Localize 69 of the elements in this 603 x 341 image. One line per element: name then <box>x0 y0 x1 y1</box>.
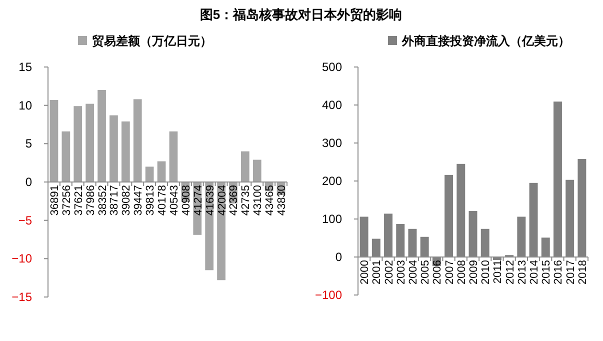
legend-label: 贸易差额（万亿日元） <box>92 34 212 48</box>
x-tick-label: 40543 <box>168 185 180 216</box>
bar <box>98 90 106 182</box>
bar <box>252 160 262 182</box>
y-tick-label: −5 <box>18 213 32 228</box>
y-tick-label: −10 <box>12 252 32 266</box>
bar <box>74 106 82 182</box>
x-tick-label: 2016 <box>552 260 565 284</box>
y-tick-label: 100 <box>322 212 342 226</box>
y-tick-label: 500 <box>322 60 342 74</box>
x-tick-label: 37621 <box>72 185 85 216</box>
y-tick-label: −15 <box>12 290 32 304</box>
x-tick-label: 2015 <box>540 260 553 284</box>
chart-title: 图5：福岛核事故对日本外贸的影响 <box>200 7 402 22</box>
bar <box>62 131 70 182</box>
x-tick-label: 38717 <box>108 185 121 216</box>
x-tick-label: 43465 <box>264 185 276 216</box>
bar <box>133 99 142 182</box>
x-tick-label: 2005 <box>420 260 432 284</box>
bar <box>169 131 178 182</box>
x-tick-label: 42735 <box>240 185 252 216</box>
bar <box>86 104 94 182</box>
x-tick-label: 2017 <box>564 260 577 284</box>
x-tick-label: 2008 <box>456 260 468 284</box>
x-tick-label: 39447 <box>132 185 145 216</box>
x-tick-label: 41639 <box>204 185 216 216</box>
x-tick-label: 2018 <box>576 260 589 284</box>
x-tick-label: 41274 <box>192 185 204 216</box>
x-tick-label: 2013 <box>516 260 528 284</box>
y-tick-label: 5 <box>25 136 32 151</box>
y-tick-label: 400 <box>322 98 342 112</box>
x-tick-label: 43830 <box>276 185 288 216</box>
x-tick-label: 2003 <box>395 260 408 284</box>
bar <box>145 166 154 182</box>
bar <box>110 115 118 182</box>
x-tick-label: 39813 <box>144 185 157 216</box>
x-tick-label: 2014 <box>528 260 541 284</box>
x-tick-label: 2011 <box>492 260 504 284</box>
x-tick-label: 42369 <box>228 185 240 216</box>
y-tick-label: 300 <box>322 136 342 150</box>
x-tick-label: 2012 <box>504 260 516 284</box>
x-tick-label: 37986 <box>84 185 97 216</box>
x-tick-label: 40908 <box>180 185 192 216</box>
x-tick-label: 2001 <box>371 260 384 284</box>
bar <box>50 100 58 182</box>
x-tick-label: 43100 <box>252 185 264 216</box>
y-tick-label: 10 <box>18 98 32 112</box>
y-tick-label: 15 <box>18 60 32 74</box>
x-tick-label: 37256 <box>60 185 73 216</box>
x-tick-label: 2004 <box>407 260 420 284</box>
x-tick-label: 36891 <box>48 185 61 216</box>
x-tick-label: 40178 <box>156 185 169 216</box>
y-tick-label: 200 <box>322 174 342 188</box>
x-tick-label: 2000 <box>359 260 372 284</box>
legend-label: 外商直接投资净流入（亿美元） <box>401 34 570 48</box>
x-tick-label: 42004 <box>216 185 228 216</box>
x-tick-label: 39082 <box>120 185 133 216</box>
bar <box>157 161 166 182</box>
y-tick-label: 0 <box>335 250 342 264</box>
x-tick-label: 2002 <box>383 260 396 284</box>
x-tick-label: 2009 <box>468 260 480 284</box>
x-tick-label: 2007 <box>444 260 456 284</box>
y-tick-label: 0 <box>25 175 32 189</box>
bar <box>121 121 130 182</box>
x-tick-label: 2006 <box>432 260 444 284</box>
x-tick-label: 2010 <box>480 260 492 284</box>
y-tick-label: −100 <box>314 288 342 302</box>
x-tick-label: 38352 <box>96 185 109 216</box>
bar <box>240 151 250 182</box>
